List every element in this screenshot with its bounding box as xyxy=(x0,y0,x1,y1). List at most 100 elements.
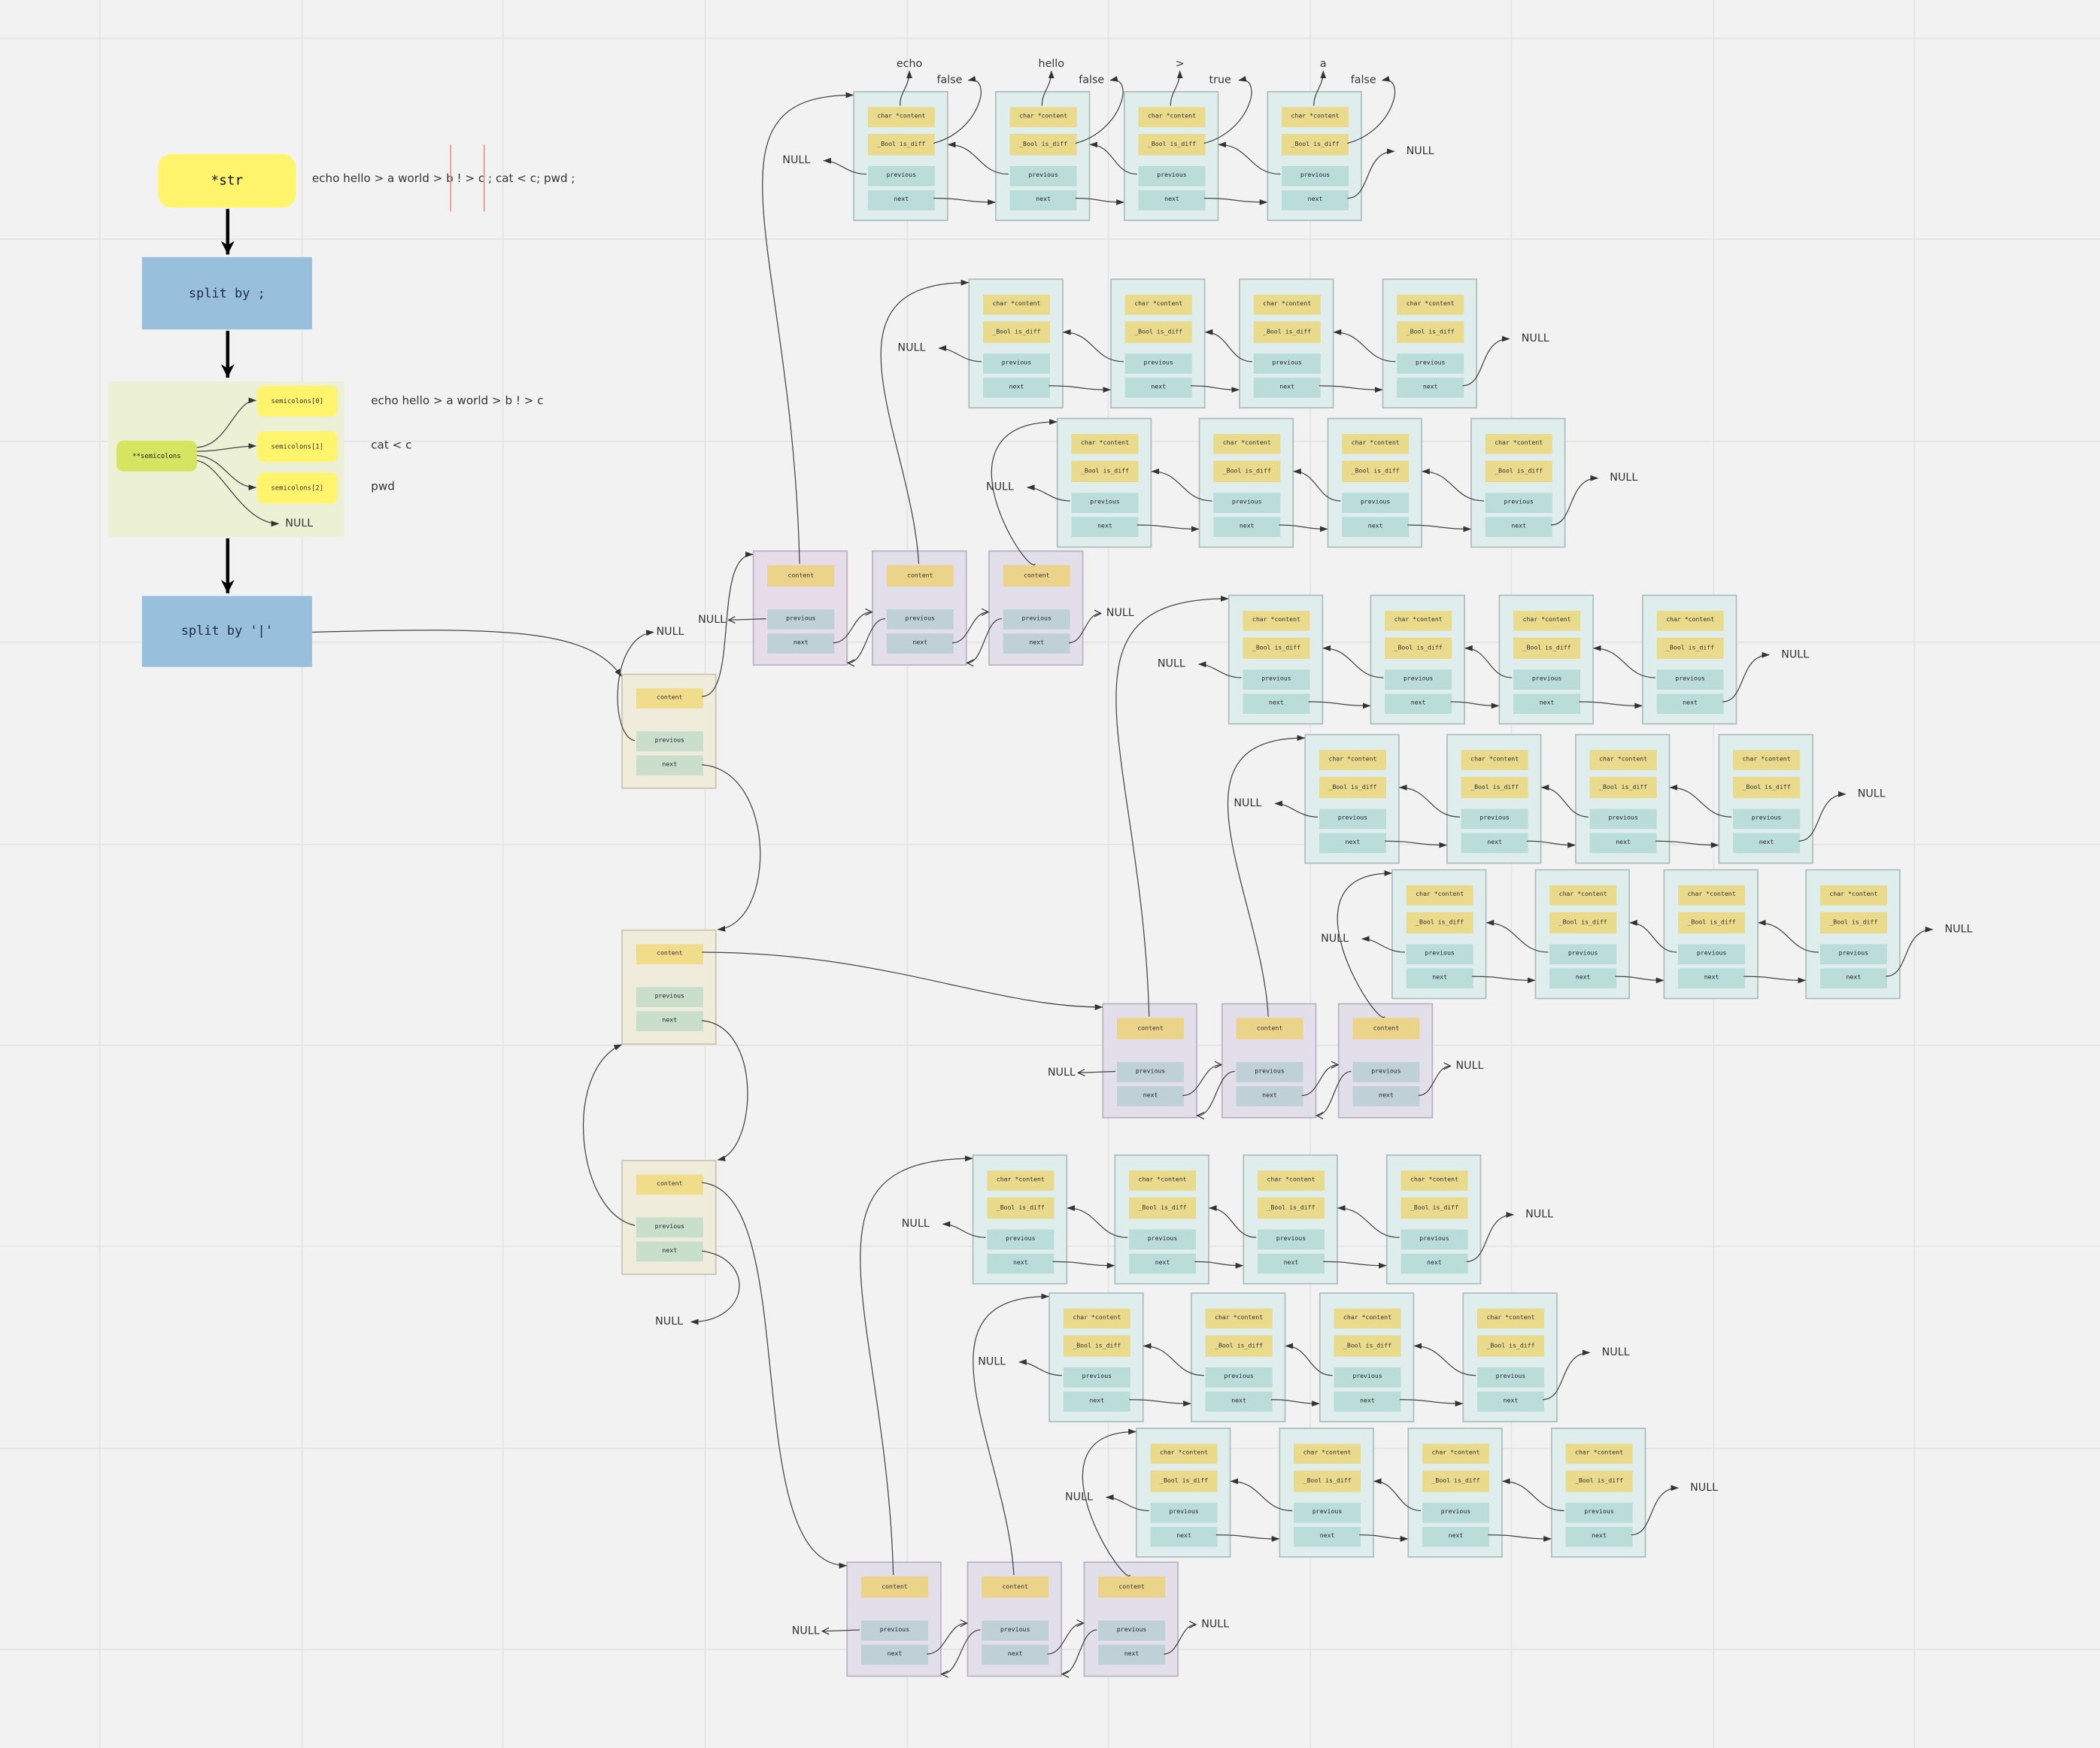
semicolons-pointer-box[interactable]: **semicolons xyxy=(116,440,197,472)
word-field-is-diff[interactable]: _Bool is_diff xyxy=(987,1197,1055,1219)
word-field-is-diff[interactable]: _Bool is_diff xyxy=(1129,1197,1197,1219)
word-field-next[interactable]: next xyxy=(1213,517,1281,538)
word-node[interactable]: char *content _Bool is_diff previous next xyxy=(1319,1292,1415,1423)
word-node[interactable]: char *content _Bool is_diff previous next xyxy=(1462,1292,1558,1423)
pipe-field-content[interactable]: content xyxy=(636,1174,703,1195)
word-field-next[interactable]: next xyxy=(1138,190,1206,211)
word-field-previous[interactable]: previous xyxy=(1342,493,1410,513)
pipe-field-content[interactable]: content xyxy=(636,944,703,965)
word-node[interactable]: char *content _Bool is_diff previous next xyxy=(1327,417,1423,548)
word-field-previous[interactable]: previous xyxy=(1406,944,1473,965)
token-node[interactable]: content previous next xyxy=(1102,1003,1197,1118)
str-box[interactable]: *str xyxy=(158,153,296,208)
token-field-content[interactable]: content xyxy=(982,1576,1049,1598)
word-field-next[interactable]: next xyxy=(1294,1526,1361,1547)
word-node[interactable]: char *content _Bool is_diff previous next xyxy=(1110,278,1206,409)
word-field-next[interactable]: next xyxy=(1071,517,1139,538)
word-field-next[interactable]: next xyxy=(1124,378,1192,398)
word-field-next[interactable]: next xyxy=(1678,968,1746,989)
word-field-previous[interactable]: previous xyxy=(1819,944,1887,965)
word-field-content[interactable]: char *content xyxy=(982,294,1050,315)
word-field-next[interactable]: next xyxy=(1513,693,1581,715)
word-field-previous[interactable]: previous xyxy=(1253,354,1321,374)
word-field-is-diff[interactable]: _Bool is_diff xyxy=(1385,637,1452,660)
word-field-is-diff[interactable]: _Bool is_diff xyxy=(1150,1470,1218,1492)
word-field-previous[interactable]: previous xyxy=(1243,669,1310,690)
word-field-content[interactable]: char *content xyxy=(1565,1443,1633,1464)
word-node[interactable]: char *content _Bool is_diff previous next xyxy=(1304,733,1400,864)
word-field-content[interactable]: char *content xyxy=(1124,294,1192,315)
word-node[interactable]: char *content _Bool is_diff previous next xyxy=(1470,417,1566,548)
word-field-previous[interactable]: previous xyxy=(1009,165,1077,187)
word-field-next[interactable]: next xyxy=(987,1253,1055,1274)
word-field-previous[interactable]: previous xyxy=(1485,493,1552,513)
word-field-previous[interactable]: previous xyxy=(1071,493,1139,513)
word-field-previous[interactable]: previous xyxy=(1257,1229,1325,1250)
word-field-is-diff[interactable]: _Bool is_diff xyxy=(1565,1470,1633,1492)
word-field-previous[interactable]: previous xyxy=(1129,1229,1197,1250)
pipe-field-next[interactable]: next xyxy=(636,755,703,775)
token-field-content[interactable]: content xyxy=(1003,565,1070,587)
word-field-next[interactable]: next xyxy=(982,378,1050,398)
word-field-next[interactable]: next xyxy=(1819,968,1887,989)
word-node[interactable]: char *content _Bool is_diff previous next xyxy=(1718,733,1813,864)
token-node[interactable]: content previous next xyxy=(846,1561,942,1677)
word-field-content[interactable]: char *content xyxy=(1342,433,1410,454)
word-field-previous[interactable]: previous xyxy=(867,165,935,187)
token-node[interactable]: content previous next xyxy=(872,550,967,666)
word-field-is-diff[interactable]: _Bool is_diff xyxy=(1461,776,1528,799)
word-node[interactable]: char *content _Bool is_diff previous next xyxy=(1534,869,1631,1000)
token-field-previous[interactable]: previous xyxy=(860,1620,928,1641)
word-field-content[interactable]: char *content xyxy=(867,107,935,128)
word-node[interactable]: char *content _Bool is_diff previous next xyxy=(1228,594,1324,725)
word-node[interactable]: char *content _Bool is_diff previous next xyxy=(972,1154,1068,1285)
pipe-node[interactable]: content previous next xyxy=(621,1160,717,1276)
semicolon-item-0[interactable]: semicolons[0] xyxy=(256,385,338,417)
token-node[interactable]: content previous next xyxy=(1083,1561,1179,1677)
word-field-previous[interactable]: previous xyxy=(1656,669,1724,690)
word-field-next[interactable]: next xyxy=(1485,517,1552,538)
word-field-is-diff[interactable]: _Bool is_diff xyxy=(1819,912,1887,934)
word-field-previous[interactable]: previous xyxy=(1213,493,1281,513)
word-field-content[interactable]: char *content xyxy=(1485,433,1552,454)
word-field-content[interactable]: char *content xyxy=(987,1170,1055,1191)
word-field-is-diff[interactable]: _Bool is_diff xyxy=(1334,1335,1401,1357)
word-field-is-diff[interactable]: _Bool is_diff xyxy=(867,134,935,156)
word-node[interactable]: char *content _Bool is_diff previous next xyxy=(1190,1292,1286,1423)
word-field-previous[interactable]: previous xyxy=(1294,1502,1361,1523)
word-field-content[interactable]: char *content xyxy=(1385,610,1452,631)
word-field-content[interactable]: char *content xyxy=(1243,610,1310,631)
word-field-content[interactable]: char *content xyxy=(1334,1308,1401,1329)
word-field-next[interactable]: next xyxy=(1477,1391,1545,1412)
word-field-is-diff[interactable]: _Bool is_diff xyxy=(1253,321,1321,343)
word-field-is-diff[interactable]: _Bool is_diff xyxy=(1477,1335,1545,1357)
word-field-is-diff[interactable]: _Bool is_diff xyxy=(1319,776,1386,799)
word-field-is-diff[interactable]: _Bool is_diff xyxy=(1397,321,1464,343)
token-field-content[interactable]: content xyxy=(860,1576,928,1598)
word-field-next[interactable]: next xyxy=(1257,1253,1325,1274)
word-node[interactable]: char *content _Bool is_diff previous next xyxy=(1135,1428,1231,1558)
word-field-previous[interactable]: previous xyxy=(1205,1367,1273,1388)
word-node[interactable]: char *content _Bool is_diff previous next xyxy=(1407,1428,1503,1558)
word-field-next[interactable]: next xyxy=(1253,378,1321,398)
token-node[interactable]: content previous next xyxy=(988,550,1084,666)
word-field-content[interactable]: char *content xyxy=(1422,1443,1490,1464)
word-field-content[interactable]: char *content xyxy=(1063,1308,1130,1329)
token-field-next[interactable]: next xyxy=(860,1644,928,1665)
word-field-next[interactable]: next xyxy=(1319,833,1386,854)
word-node[interactable]: char *content _Bool is_diff previous next xyxy=(1198,417,1294,548)
word-field-previous[interactable]: previous xyxy=(1565,1502,1633,1523)
token-field-previous[interactable]: previous xyxy=(1098,1620,1166,1641)
word-field-previous[interactable]: previous xyxy=(1477,1367,1545,1388)
word-field-is-diff[interactable]: _Bool is_diff xyxy=(1422,1470,1490,1492)
word-node[interactable]: char *content _Bool is_diff previous next xyxy=(1446,733,1542,864)
token-field-content[interactable]: content xyxy=(767,565,835,587)
word-field-previous[interactable]: previous xyxy=(1334,1367,1401,1388)
word-field-next[interactable]: next xyxy=(1397,378,1464,398)
word-field-next[interactable]: next xyxy=(1406,968,1473,989)
word-field-content[interactable]: char *content xyxy=(1549,885,1617,906)
word-node[interactable]: char *content _Bool is_diff previous next xyxy=(1243,1154,1338,1285)
word-field-is-diff[interactable]: _Bool is_diff xyxy=(1401,1197,1468,1219)
word-field-is-diff[interactable]: _Bool is_diff xyxy=(1282,134,1349,156)
word-field-previous[interactable]: previous xyxy=(1282,165,1349,187)
